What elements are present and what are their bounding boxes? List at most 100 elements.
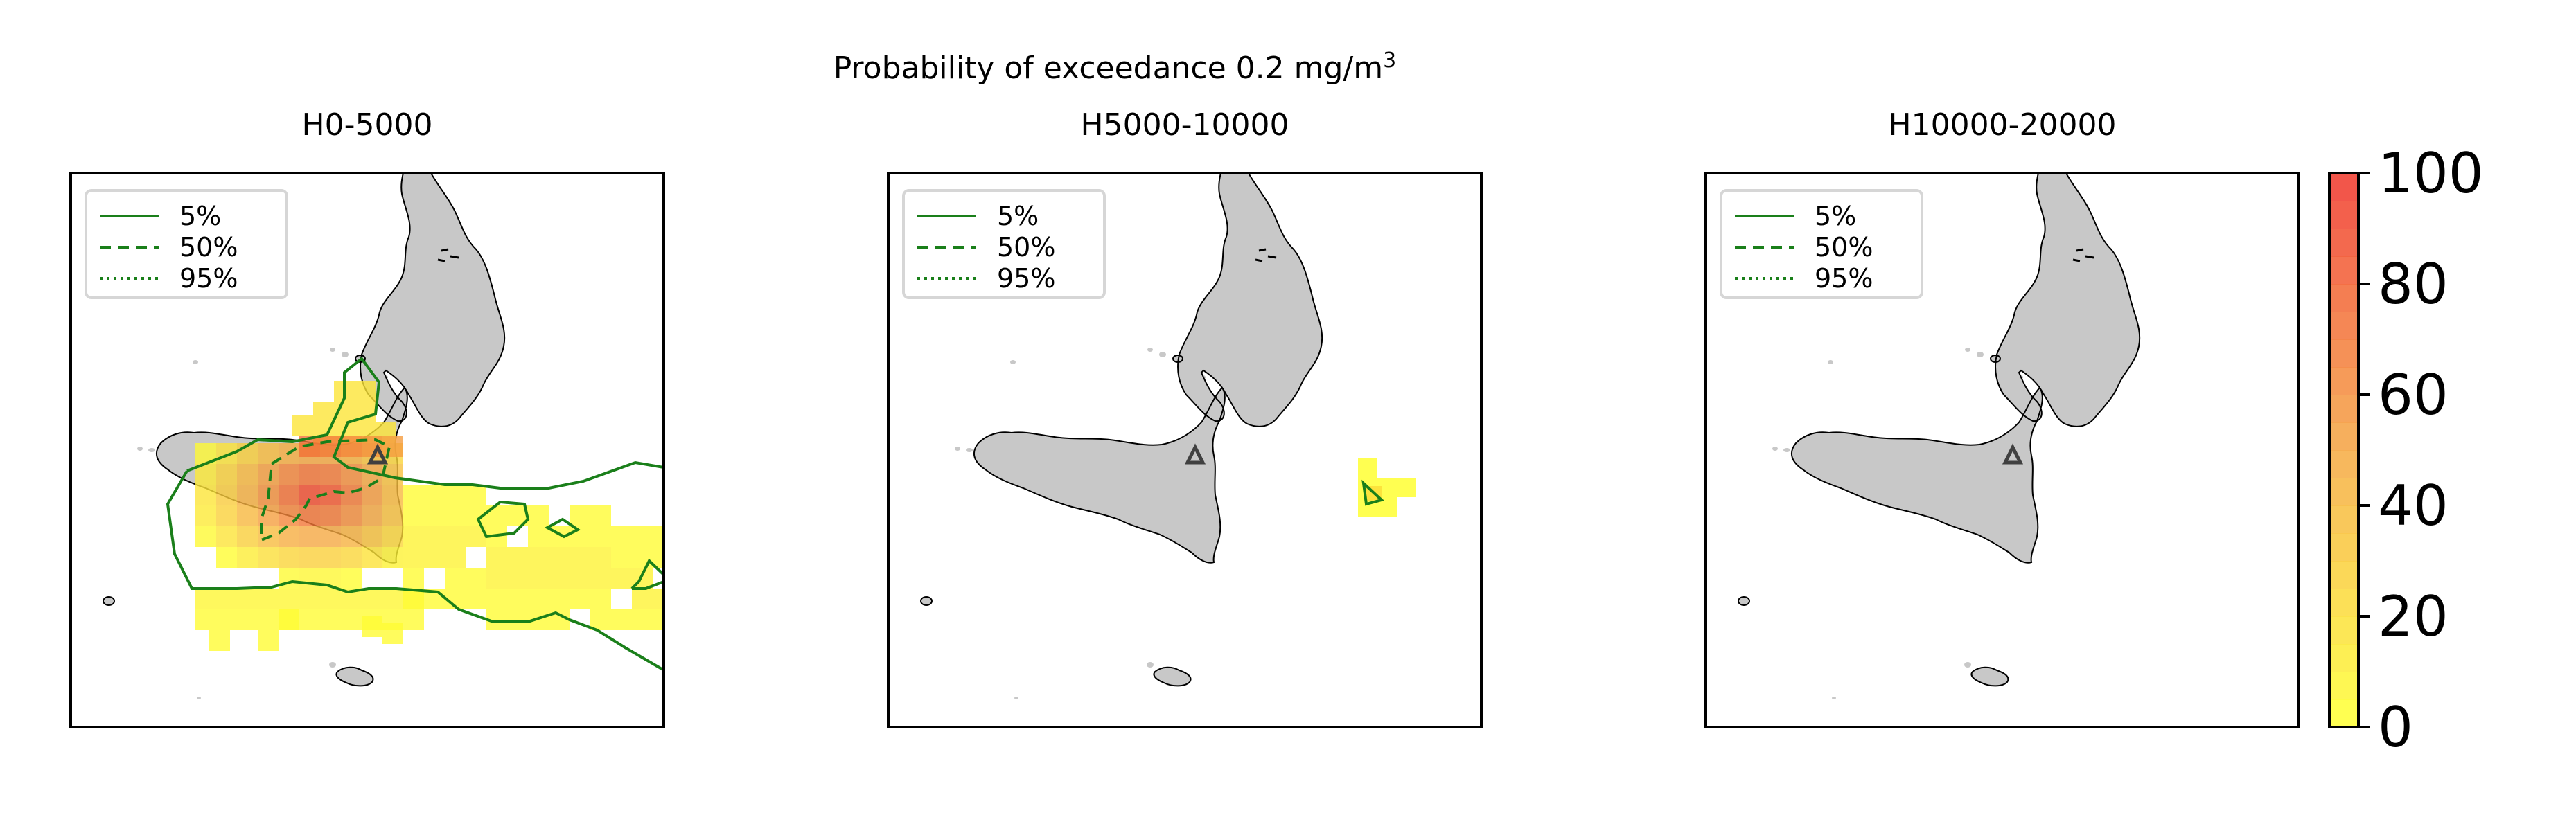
probability-cell xyxy=(486,547,507,568)
probability-cell xyxy=(653,589,664,609)
probability-cell xyxy=(528,547,549,568)
colorbar-band xyxy=(2329,644,2358,672)
probability-cell xyxy=(382,547,403,568)
colorbar-band xyxy=(2329,422,2358,451)
probability-cell xyxy=(549,547,570,568)
probability-cell xyxy=(258,630,279,651)
probability-cell xyxy=(216,589,237,609)
probability-cell xyxy=(341,505,362,526)
probability-cell xyxy=(653,609,664,630)
probability-cell xyxy=(445,547,466,568)
probability-cell xyxy=(528,589,549,609)
probability-cell xyxy=(258,589,279,609)
probability-cell xyxy=(403,485,424,505)
probability-cell xyxy=(279,609,299,630)
probability-cell xyxy=(466,568,486,589)
probability-cell xyxy=(507,568,528,589)
probability-cell xyxy=(611,526,632,547)
probability-cell xyxy=(590,589,611,609)
probability-cell xyxy=(486,589,507,609)
legend-label-5pct: 5% xyxy=(179,201,221,231)
probability-cell xyxy=(424,485,445,505)
colorbar-band xyxy=(2329,533,2358,562)
probability-cell xyxy=(403,609,424,630)
legend-label-5pct: 5% xyxy=(997,201,1039,231)
probability-cell xyxy=(216,485,237,505)
probability-cell xyxy=(382,436,403,457)
probability-cell xyxy=(590,547,611,568)
colorbar-band xyxy=(2329,589,2358,617)
probability-cell xyxy=(466,485,486,505)
probability-cell xyxy=(237,547,258,568)
probability-cell xyxy=(486,505,507,526)
colorbar-tick-label: 100 xyxy=(2378,141,2484,206)
probability-cell xyxy=(195,485,216,505)
probability-cell xyxy=(341,547,362,568)
legend-label-50pct: 50% xyxy=(1815,232,1873,262)
probability-cell xyxy=(258,609,279,630)
probability-cell xyxy=(382,526,403,547)
probability-cell xyxy=(320,464,341,485)
panel-title: H0-5000 xyxy=(302,107,433,143)
probability-cell xyxy=(382,505,403,526)
probability-cell xyxy=(382,623,403,644)
probability-cell xyxy=(570,547,590,568)
colorbar-band xyxy=(2329,229,2358,257)
probability-cell xyxy=(258,505,279,526)
colorbar-band xyxy=(2329,561,2358,589)
colorbar-band xyxy=(2329,256,2358,285)
colorbar-band xyxy=(2329,478,2358,506)
probability-cell xyxy=(486,568,507,589)
colorbar-bands xyxy=(2329,173,2358,728)
probability-cell xyxy=(424,547,445,568)
probability-cell xyxy=(341,526,362,547)
probability-cell xyxy=(195,505,216,526)
probability-cell xyxy=(320,589,341,609)
probability-cell xyxy=(313,402,334,422)
probability-cell xyxy=(362,616,382,637)
map-frame xyxy=(69,172,665,728)
probability-cell xyxy=(528,568,549,589)
probability-cell xyxy=(237,485,258,505)
map-frame xyxy=(887,172,1483,728)
probability-cell xyxy=(299,609,320,630)
probability-cell xyxy=(237,505,258,526)
probability-cell xyxy=(445,526,466,547)
volcano-triangle-icon xyxy=(1184,443,1206,465)
probability-cell xyxy=(611,547,632,568)
legend-label-5pct: 5% xyxy=(1815,201,1856,231)
probability-cell xyxy=(549,568,570,589)
probability-cell xyxy=(507,589,528,609)
probability-field xyxy=(195,381,664,651)
probability-cell xyxy=(507,609,528,630)
colorbar-band xyxy=(2329,173,2358,201)
probability-cell xyxy=(362,526,382,547)
colorbar-ticks: 0 20 40 60 80 100 xyxy=(2358,141,2484,760)
probability-cell xyxy=(403,589,424,609)
probability-cell xyxy=(362,589,382,609)
probability-cell xyxy=(403,547,424,568)
probability-cell xyxy=(362,505,382,526)
probability-cell xyxy=(279,505,299,526)
probability-cell xyxy=(216,464,237,485)
probability-cell xyxy=(279,589,299,609)
probability-cell xyxy=(216,609,237,630)
colorbar-band xyxy=(2329,672,2358,700)
probability-cell xyxy=(341,568,362,589)
probability-cell xyxy=(632,526,653,547)
probability-cell xyxy=(382,485,403,505)
probability-cell xyxy=(299,589,320,609)
colorbar-tick-label: 20 xyxy=(2378,584,2449,649)
probability-cell xyxy=(424,505,445,526)
probability-cell xyxy=(292,415,313,436)
probability-cell xyxy=(320,526,341,547)
probability-cell xyxy=(653,547,664,568)
legend-label-50pct: 50% xyxy=(179,232,238,262)
volcano-triangle-icon xyxy=(2002,443,2024,465)
legend: 5% 50% 95% xyxy=(85,189,288,299)
probability-cell xyxy=(653,526,664,547)
legend-label-95pct: 95% xyxy=(997,263,1055,294)
probability-cell xyxy=(279,485,299,505)
probability-cell xyxy=(299,464,320,485)
